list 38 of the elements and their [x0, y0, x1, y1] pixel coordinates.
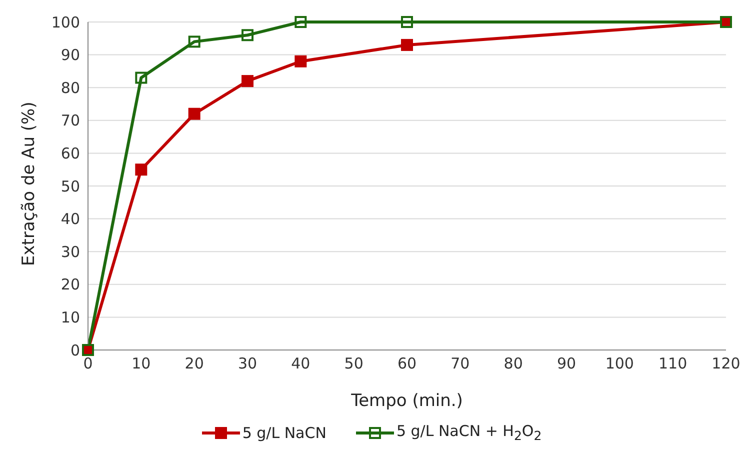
- y-tick-label: 90: [60, 46, 80, 64]
- point: [135, 72, 148, 84]
- y-tick-label: 40: [60, 210, 80, 228]
- point: [401, 16, 413, 28]
- point: [401, 38, 413, 51]
- x-tick-label: 20: [184, 354, 204, 373]
- point: [294, 16, 307, 28]
- x-tick-label: 90: [556, 354, 576, 373]
- y-tick-label: 60: [60, 144, 80, 163]
- x-tick-label: 40: [291, 354, 310, 373]
- x-tick-label: 70: [450, 354, 470, 373]
- y-tick-label: 70: [60, 112, 80, 130]
- x-tick-label: 110: [658, 354, 688, 373]
- x-tick-label: 0: [83, 354, 93, 373]
- y-tick-label: 20: [60, 276, 80, 294]
- x-tick-label: 50: [344, 354, 364, 373]
- point: [188, 108, 200, 120]
- y-tick-label: 30: [60, 242, 80, 261]
- point: [242, 75, 254, 88]
- x-tick-label: 100: [605, 354, 634, 373]
- y-axis-title: Extração de Au (%): [19, 102, 40, 266]
- y-tick-label: 0: [70, 341, 80, 360]
- y-tick-label: 100: [51, 13, 80, 32]
- point: [135, 164, 148, 176]
- y-tick-label: 10: [60, 308, 80, 327]
- y-tick-label: 50: [60, 177, 80, 196]
- y-tick-label: 80: [60, 78, 80, 97]
- point: [242, 29, 254, 42]
- x-axis-title: Tempo (min.): [350, 391, 463, 411]
- legend-label: 5 g/L NaCN: [242, 424, 326, 442]
- x-tick-label: 60: [397, 354, 417, 373]
- x-tick-label: 120: [712, 354, 740, 373]
- x-tick-label: 30: [238, 354, 258, 373]
- point: [188, 36, 200, 48]
- legend-label: 5 g/L NaCN + H$_{2}$O$_{2}$: [396, 422, 542, 443]
- x-tick-label: 10: [132, 354, 151, 373]
- point: [294, 55, 307, 68]
- x-tick-label: 80: [504, 354, 523, 373]
